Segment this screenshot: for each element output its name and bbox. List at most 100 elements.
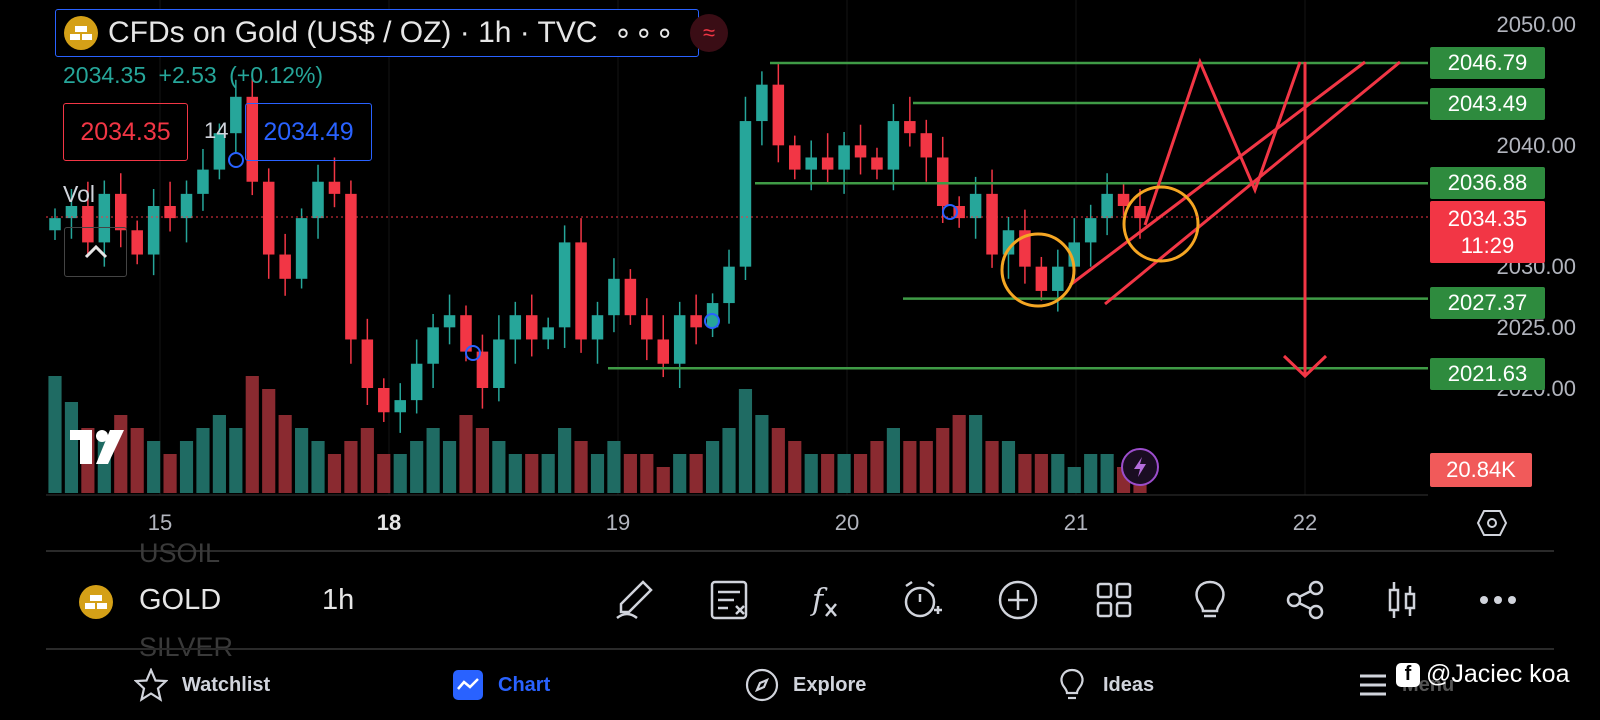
nav-label: Ideas	[1103, 673, 1155, 696]
compass-icon	[745, 668, 779, 702]
candle-body	[1035, 266, 1048, 291]
gold-coin-icon	[79, 585, 113, 619]
nav-explore[interactable]: Explore	[745, 667, 866, 703]
more-icon[interactable]	[1474, 576, 1522, 624]
bar-countdown: 11:29	[1460, 233, 1515, 258]
current-price-tag: 2034.35 11:29	[1430, 201, 1545, 263]
candle-body	[805, 157, 817, 170]
nav-watchlist[interactable]: Watchlist	[134, 667, 270, 703]
chart-icon	[452, 669, 484, 701]
volume-bar	[607, 441, 621, 493]
notes-icon[interactable]	[706, 576, 754, 624]
candle-body	[969, 193, 982, 219]
lightning-icon[interactable]	[1121, 448, 1159, 486]
volume-bar	[64, 402, 79, 493]
volume-bar	[1051, 454, 1065, 493]
highlight-circle-left	[1000, 232, 1076, 308]
layout-icon[interactable]	[1090, 576, 1138, 624]
candle-body	[164, 206, 176, 219]
nav-chart[interactable]: Chart	[452, 667, 550, 703]
candle-body	[82, 206, 94, 243]
volume-bar	[344, 441, 358, 493]
volume-bar	[492, 441, 506, 493]
symbol-option-prev[interactable]: USOIL	[139, 538, 221, 568]
volume-bar	[541, 454, 555, 493]
zigzag-projection	[1143, 57, 1302, 226]
volume-bar	[377, 454, 391, 493]
symbol-option-next[interactable]: SILVER	[139, 632, 234, 662]
volume-bar	[837, 454, 851, 493]
more-options-button[interactable]: ∘∘∘	[613, 16, 676, 50]
collapse-legend-button[interactable]	[64, 227, 127, 277]
candlesticks	[49, 64, 1146, 433]
toolbar-divider-top	[46, 550, 1554, 552]
volume-bar	[853, 454, 868, 493]
volume-bar	[48, 376, 62, 493]
alert-icon[interactable]	[898, 576, 946, 624]
candle-body	[394, 400, 406, 413]
volume-bar	[410, 441, 424, 493]
volume-bar	[1067, 467, 1081, 493]
candle-body	[246, 96, 259, 182]
volume-bar	[689, 454, 703, 493]
level-tag[interactable]: 2036.88	[1430, 167, 1545, 199]
level-tag[interactable]: 2027.37	[1430, 287, 1545, 319]
candle-body	[328, 181, 341, 194]
volume-bar	[212, 415, 226, 493]
candle-body	[772, 84, 785, 146]
symbol-title-bar[interactable]: CFDs on Gold (US$ / OZ) · 1h · TVC ∘∘∘	[55, 9, 699, 57]
level-tag[interactable]: 2021.63	[1430, 358, 1545, 390]
candle-body	[821, 157, 834, 170]
level-tag[interactable]: 2046.79	[1430, 47, 1545, 79]
candle-body	[493, 339, 505, 388]
candle-body	[854, 145, 867, 158]
volume-bar	[558, 428, 572, 493]
symbol-selector[interactable]: GOLD	[139, 584, 222, 616]
price-axis-label: 2040.00	[1496, 133, 1576, 158]
level-tag[interactable]: 2043.49	[1430, 88, 1545, 120]
share-icon[interactable]	[1282, 576, 1330, 624]
trend-annotations[interactable]	[1000, 57, 1401, 379]
nav-ideas[interactable]: Ideas	[1055, 667, 1154, 703]
candle-body	[378, 388, 390, 413]
sell-button[interactable]: 2034.35	[63, 103, 188, 161]
candle-body	[98, 193, 111, 243]
volume-bar	[1084, 454, 1098, 493]
candle-body	[558, 242, 571, 328]
timeframe-selector[interactable]: 1h	[322, 584, 355, 616]
candle-body	[871, 157, 883, 170]
nav-label: Chart	[498, 673, 551, 696]
indicators-icon[interactable]: f	[802, 576, 850, 624]
buy-button[interactable]: 2034.49	[245, 103, 372, 161]
time-axis-label: 19	[605, 510, 631, 535]
candle-body	[706, 303, 719, 328]
candle-body	[624, 278, 637, 316]
volume-bar	[1001, 441, 1016, 493]
volume-bar	[311, 441, 325, 493]
nav-label: Watchlist	[182, 673, 271, 696]
svg-text:f: f	[810, 583, 828, 618]
ideas-bulb-icon[interactable]	[1186, 576, 1234, 624]
chart-settings-icon[interactable]	[1476, 509, 1508, 542]
volume-bar	[147, 441, 161, 493]
add-icon[interactable]	[994, 576, 1042, 624]
candle-body	[789, 145, 801, 170]
candle-body	[131, 230, 143, 255]
indicator-toggle-icon[interactable]: ≈	[690, 14, 728, 52]
candle-body	[1134, 206, 1146, 219]
candle-body	[279, 254, 291, 279]
candle-body	[65, 206, 78, 219]
price-axis-label: 2050.00	[1496, 12, 1576, 37]
volume-bar	[130, 428, 144, 493]
volume-bar	[574, 441, 588, 493]
pencil-icon[interactable]	[611, 576, 659, 624]
trendline-lower	[1069, 60, 1366, 287]
chart-title: CFDs on Gold (US$ / OZ) · 1h · TVC	[108, 16, 598, 49]
down-arrow-head	[1282, 354, 1328, 379]
volume-bar	[295, 428, 309, 493]
volume-bar	[936, 428, 950, 493]
chart-type-icon[interactable]	[1378, 576, 1426, 624]
event-markers	[228, 152, 958, 361]
volume-bar	[426, 428, 440, 493]
